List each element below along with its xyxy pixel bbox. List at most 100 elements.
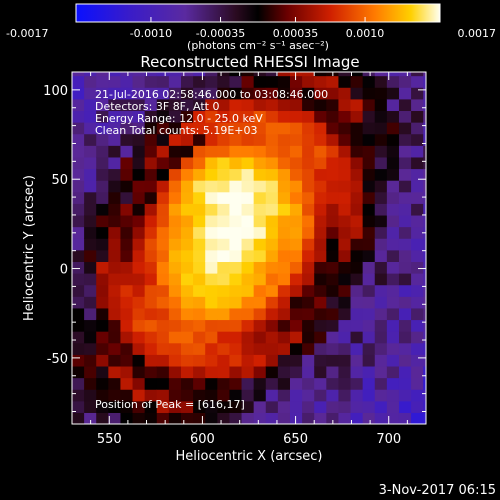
heatmap-cell bbox=[326, 238, 340, 251]
heatmap-cell bbox=[84, 191, 97, 204]
heatmap-cell bbox=[120, 145, 134, 158]
heatmap-cell bbox=[374, 273, 388, 286]
heatmap-cell bbox=[229, 319, 243, 332]
heatmap-cell bbox=[338, 377, 352, 390]
heatmap-cell bbox=[314, 284, 327, 297]
heatmap-cell bbox=[362, 296, 376, 309]
heatmap-cell bbox=[265, 284, 279, 297]
heatmap-cell bbox=[180, 296, 194, 309]
annotation-block: 21-Jul-2016 02:58:46.000 to 03:08:46.000… bbox=[95, 88, 328, 411]
heatmap-cell bbox=[96, 273, 109, 286]
heatmap-cell bbox=[156, 365, 170, 379]
heatmap-cell bbox=[265, 110, 279, 123]
heatmap-cell bbox=[180, 145, 194, 158]
heatmap-cell bbox=[277, 273, 291, 286]
heatmap-cell bbox=[398, 168, 412, 181]
heatmap-cell bbox=[96, 331, 109, 344]
heatmap-cell bbox=[229, 110, 243, 123]
heatmap-cell bbox=[326, 284, 340, 297]
heatmap-cell bbox=[72, 226, 85, 239]
heatmap-cell bbox=[120, 72, 134, 77]
heatmap-cell bbox=[132, 400, 146, 413]
heatmap-cell bbox=[180, 249, 194, 262]
heatmap-cell bbox=[132, 133, 146, 146]
heatmap-cell bbox=[398, 331, 412, 344]
heatmap-cell bbox=[326, 389, 340, 402]
heatmap-cell bbox=[398, 249, 412, 262]
heatmap-cell bbox=[156, 331, 170, 344]
heatmap-cell bbox=[217, 110, 231, 123]
heatmap-cell bbox=[386, 389, 400, 402]
heatmap-cell bbox=[386, 98, 400, 112]
heatmap-cell bbox=[241, 284, 255, 297]
heatmap-cell bbox=[423, 98, 426, 112]
heatmap-cell bbox=[193, 284, 206, 297]
heatmap-cell bbox=[156, 145, 170, 158]
heatmap-cell bbox=[289, 72, 303, 77]
heatmap-cell bbox=[253, 365, 267, 379]
heatmap-cell bbox=[108, 133, 122, 146]
heatmap-cell bbox=[180, 122, 194, 135]
heatmap-cell bbox=[229, 331, 243, 344]
heatmap-cell bbox=[205, 331, 218, 344]
heatmap-cell bbox=[144, 98, 158, 112]
heatmap-cell bbox=[362, 377, 376, 390]
heatmap-cell bbox=[411, 389, 424, 402]
heatmap-cell bbox=[108, 400, 122, 413]
heatmap-cell bbox=[96, 72, 109, 77]
heatmap-cell bbox=[411, 331, 424, 344]
heatmap-cell bbox=[96, 389, 109, 402]
heatmap-cell bbox=[144, 261, 158, 274]
heatmap-cell bbox=[229, 122, 243, 135]
heatmap-cell bbox=[423, 389, 426, 402]
heatmap-cell bbox=[398, 72, 412, 77]
heatmap-cell bbox=[411, 296, 424, 309]
heatmap-cell bbox=[156, 412, 170, 424]
heatmap-cell bbox=[386, 145, 400, 158]
heatmap-cell bbox=[144, 72, 158, 77]
heatmap-cell bbox=[180, 354, 194, 367]
y-axis-label: Heliocentric Y (arcsec) bbox=[22, 175, 37, 321]
heatmap-cell bbox=[326, 226, 340, 239]
heatmap-cell bbox=[338, 133, 352, 146]
heatmap-cell bbox=[229, 133, 243, 146]
heatmap-cell bbox=[338, 156, 352, 170]
heatmap-cell bbox=[120, 273, 134, 286]
heatmap-cell bbox=[108, 168, 122, 181]
heatmap-cell bbox=[84, 284, 97, 297]
heatmap-cell bbox=[144, 354, 158, 367]
heatmap-cell bbox=[120, 156, 134, 170]
heatmap-cell bbox=[265, 87, 279, 100]
heatmap-cell bbox=[374, 400, 388, 413]
heatmap-cell bbox=[193, 307, 206, 321]
heatmap-cell bbox=[302, 145, 315, 158]
heatmap-cell bbox=[411, 156, 424, 170]
heatmap-cell bbox=[423, 168, 426, 181]
heatmap-cell bbox=[350, 238, 364, 251]
heatmap-cell bbox=[72, 261, 85, 274]
heatmap-cell bbox=[411, 133, 424, 146]
heatmap-cell bbox=[411, 168, 424, 181]
heatmap-cell bbox=[96, 249, 109, 262]
heatmap-cell bbox=[229, 75, 243, 88]
heatmap-cell bbox=[168, 365, 182, 379]
heatmap-cell bbox=[72, 249, 85, 262]
heatmap-cell bbox=[241, 75, 255, 88]
heatmap-cell bbox=[253, 110, 267, 123]
heatmap-cell bbox=[156, 389, 170, 402]
heatmap-cell bbox=[374, 342, 388, 355]
colorbar-tick-label: 0.0010 bbox=[346, 27, 385, 40]
heatmap-cell bbox=[277, 156, 291, 170]
heatmap-cell bbox=[205, 168, 218, 181]
heatmap-cell bbox=[314, 273, 327, 286]
heatmap-cell bbox=[302, 342, 315, 355]
heatmap-cell bbox=[302, 331, 315, 344]
heatmap-cell bbox=[205, 307, 218, 321]
heatmap-cell bbox=[374, 110, 388, 123]
heatmap-cell bbox=[241, 110, 255, 123]
heatmap-cell bbox=[120, 226, 134, 239]
heatmap-cell bbox=[289, 226, 303, 239]
heatmap-cell bbox=[108, 284, 122, 297]
heatmap-cell bbox=[265, 238, 279, 251]
heatmap-cell bbox=[229, 273, 243, 286]
